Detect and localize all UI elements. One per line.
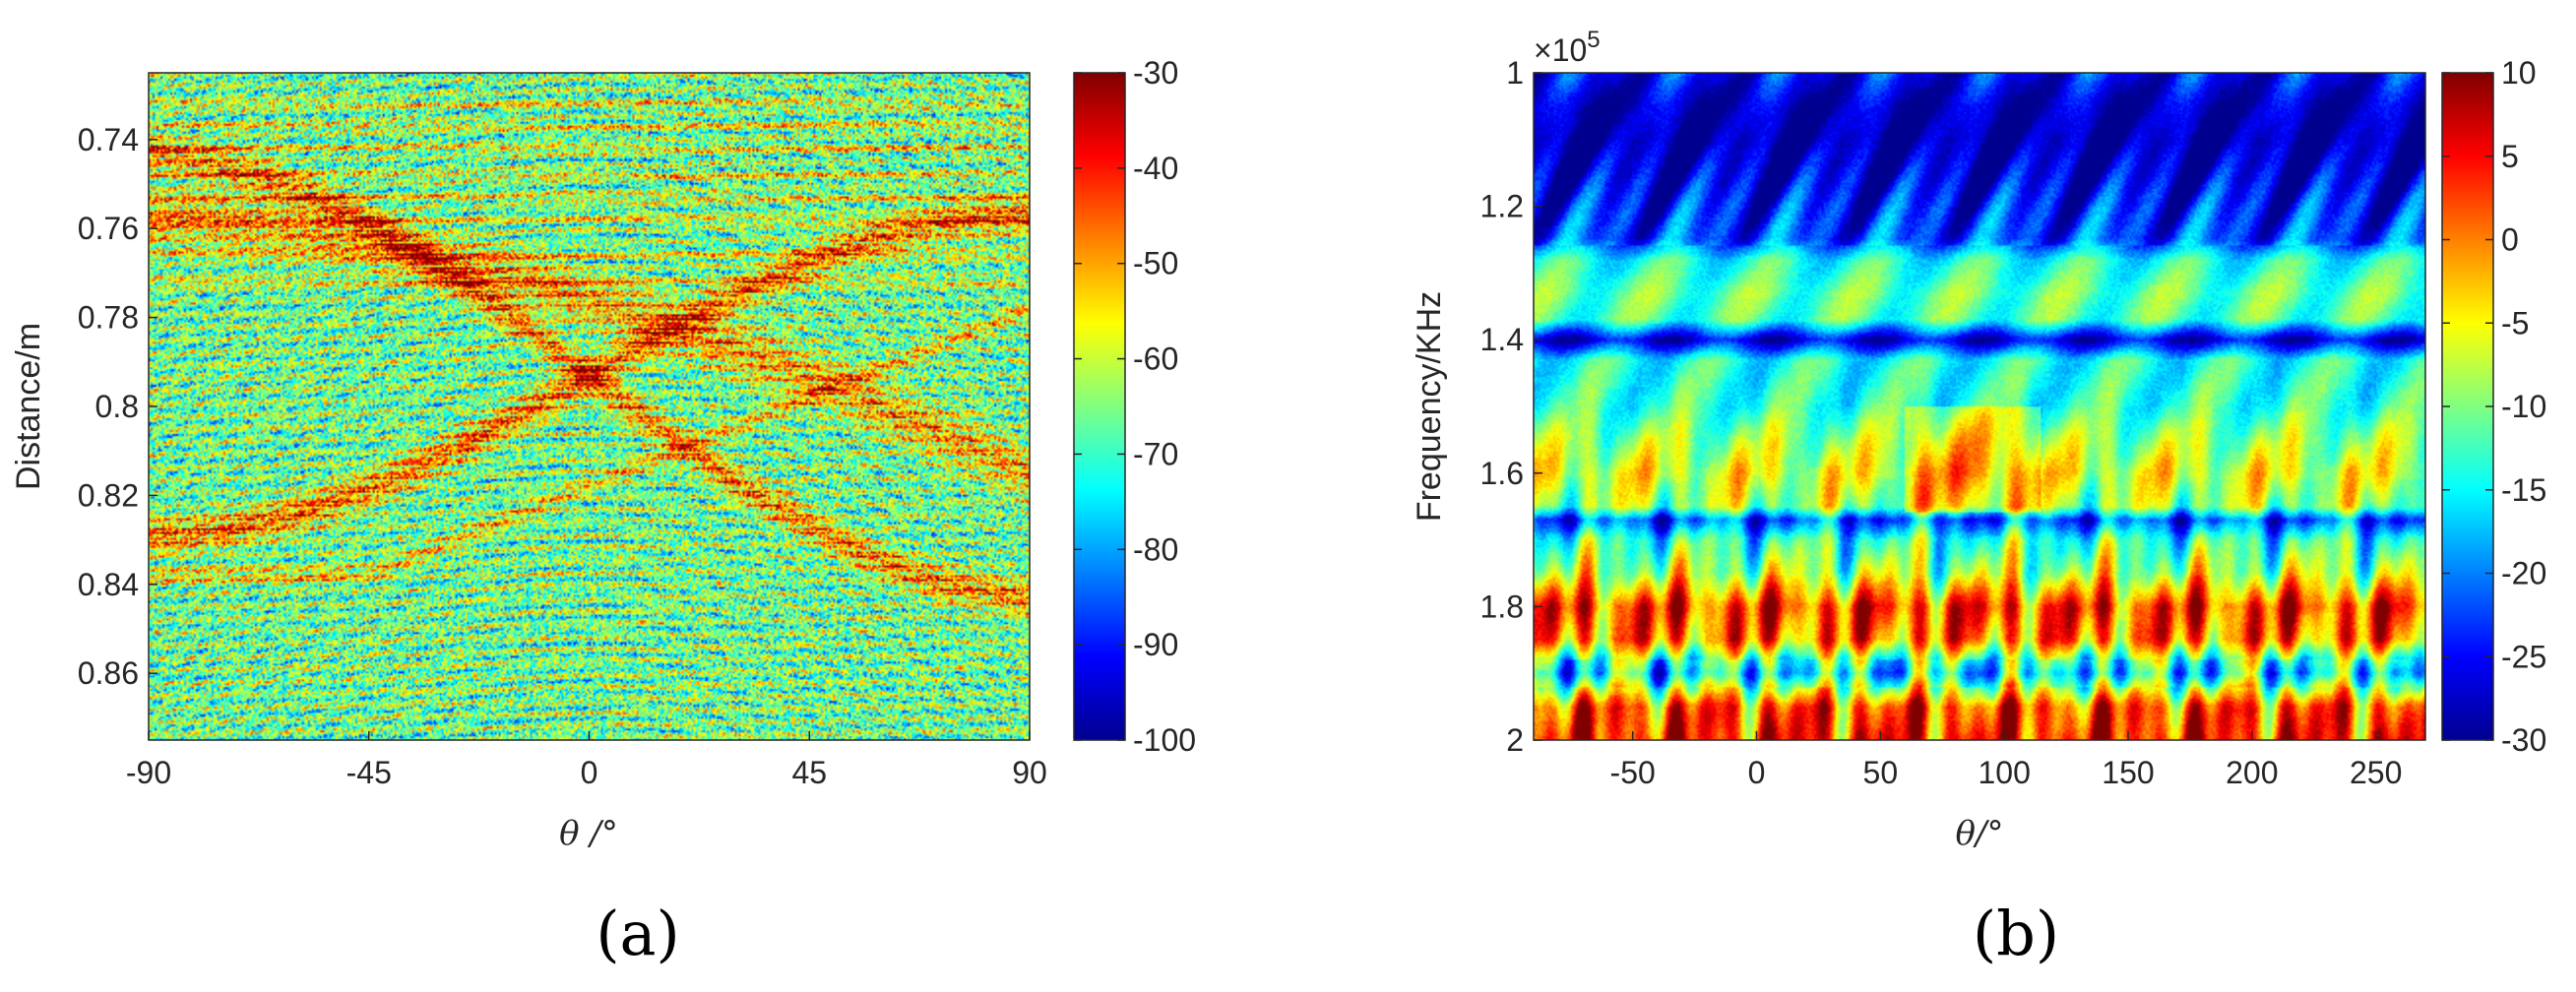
colorbar-b-tick-label: -5	[2501, 305, 2529, 341]
plot-a-y-tick-label: 0.82	[78, 477, 139, 513]
colorbar-b-ticks: 10 5 0 -5 -10 -15 -20 -25 -30	[2442, 55, 2546, 758]
plot-b-y-tick-label: 1.6	[1480, 456, 1524, 491]
panel-label-a: (a)	[596, 898, 679, 969]
colorbar-a-tick-label: -70	[1133, 436, 1178, 471]
plot-a-y-tick-label: 0.8	[95, 389, 139, 424]
heatmap-a-plot-area	[149, 73, 1030, 740]
plot-a-x-tick-label: 90	[1012, 755, 1047, 790]
xlabel-b: θ/°	[1956, 814, 2004, 853]
heatmap-b-plot-area	[1534, 73, 2425, 740]
colorbar-b-tick-label: -20	[2501, 556, 2546, 591]
plot-a-x-tick-label: 45	[791, 755, 827, 790]
panel-label-b: (b)	[1973, 898, 2059, 969]
colorbar-b-tick-label: -15	[2501, 472, 2546, 508]
plot-a-y-tick-label: 0.86	[78, 655, 139, 691]
plot-b-y-tick-label: 1.2	[1480, 189, 1524, 224]
colorbar-b-tick-label: -10	[2501, 389, 2546, 424]
ylabel-b: Frequency/KHz	[1411, 291, 1448, 522]
colorbar-b-tick-label: -25	[2501, 639, 2546, 674]
plot-b-x-tick-label: 50	[1863, 755, 1899, 790]
plot-a-x-tick-label: -90	[126, 755, 171, 790]
plot-b-frame	[1533, 72, 2426, 741]
plot-b-y-tick-label: 1.8	[1480, 589, 1524, 624]
plot-b-ticks: -50 0 50 100 150 200 250 1 1.2 1.4 1.6 1.8 2	[1480, 55, 2403, 790]
plot-b-x-tick-label: 100	[1978, 755, 2030, 790]
colorbar-b-tick-label: 0	[2501, 222, 2519, 258]
xlabel-a: θ /°	[559, 814, 618, 853]
colorbar-a-tick-label: -50	[1133, 246, 1178, 281]
colorbar-a-tick-label: -40	[1133, 151, 1178, 186]
plot-b-y-tick-label: 1	[1506, 55, 1524, 91]
colorbar-a-ticks: -30 -40 -50 -60 -70 -80 -90 -100	[1074, 55, 1196, 758]
plot-a-x-tick-label: -45	[346, 755, 392, 790]
panel-a: -90 -45 0 45 90 0.74 0.76 0.78 0.8 0.82 0.84 0.86 D…	[10, 55, 1196, 969]
plot-a-ticks: -90 -45 0 45 90 0.74 0.76 0.78 0.8 0.82 0.84 0.86	[78, 122, 1047, 790]
ylabel-a: Distance/m	[10, 323, 47, 490]
plot-b-x-tick-label: -50	[1610, 755, 1656, 790]
plot-a-y-tick-label: 0.74	[78, 122, 139, 157]
colorbar-a-tick-label: -90	[1133, 627, 1178, 662]
colorbar-a-tick-label: -60	[1133, 341, 1178, 377]
colorbar-a-tick-label: -100	[1133, 722, 1196, 758]
plot-a-y-tick-label: 0.76	[78, 211, 139, 246]
plot-a-y-tick-label: 0.84	[78, 567, 139, 602]
colorbar-a	[1073, 72, 1126, 741]
plot-b-x-tick-label: 250	[2350, 755, 2402, 790]
plot-a-x-tick-label: 0	[581, 755, 598, 790]
colorbar-b-tick-label: 10	[2501, 55, 2537, 91]
plot-b-x-tick-label: 200	[2226, 755, 2278, 790]
plot-b-x-tick-label: 150	[2102, 755, 2154, 790]
colorbar-a-tick-label: -30	[1133, 55, 1178, 91]
plot-b-x-tick-label: 0	[1748, 755, 1766, 790]
colorbar-a-tick-label: -80	[1133, 531, 1178, 567]
colorbar-b-tick-label: 5	[2501, 139, 2519, 174]
colorbar-b-tick-label: -30	[2501, 722, 2546, 758]
plot-b-y-tick-label: 1.4	[1480, 322, 1524, 357]
axis-multiplier-b: ×105	[1534, 27, 1601, 68]
plot-b-y-tick-label: 2	[1506, 722, 1524, 758]
plot-a-y-tick-label: 0.78	[78, 300, 139, 336]
